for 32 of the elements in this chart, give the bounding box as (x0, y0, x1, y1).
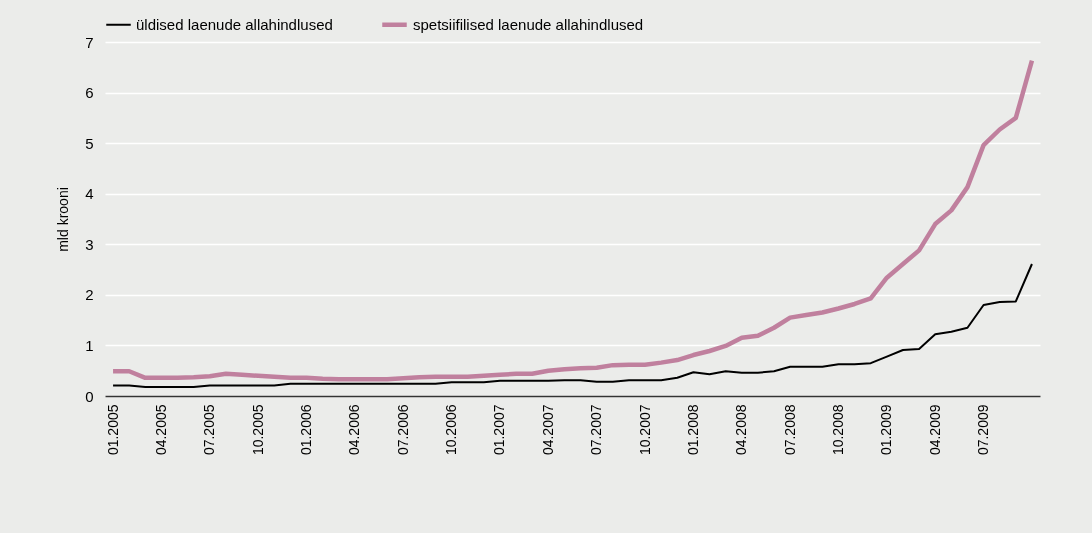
x-tick-label: 01.2005 (104, 404, 121, 456)
x-tick-label: 04.2005 (152, 404, 169, 456)
x-tick-label: 07.2007 (588, 404, 605, 456)
y-tick-label: 4 (85, 185, 94, 203)
x-tick-label: 10.2008 (829, 404, 846, 456)
y-tick-label: 1 (85, 336, 94, 354)
line-series (110, 58, 1035, 382)
x-tick-label: 10.2006 (443, 404, 460, 456)
x-tick-label: 07.2009 (975, 404, 992, 456)
x-tick-label: 01.2008 (684, 404, 701, 456)
y-tick-label: 0 (85, 387, 94, 405)
x-tick-label: 07.2008 (781, 404, 798, 456)
x-tick-label: 01.2009 (878, 404, 895, 456)
x-tick-label: 04.2006 (346, 404, 363, 456)
y-tick-label: 5 (85, 134, 94, 152)
x-tick-label: 04.2008 (733, 404, 750, 456)
x-tick-label: 01.2006 (298, 404, 315, 456)
x-tick-label: 04.2007 (539, 404, 556, 456)
line-series (112, 263, 1033, 388)
y-tick-label: 7 (85, 33, 94, 51)
x-tick-label: 01.2007 (491, 404, 508, 456)
y-axis-title: mld krooni (55, 187, 72, 252)
y-tick-label: 2 (85, 286, 94, 304)
legend-label: spetsiifilised laenude allahindlused (413, 15, 644, 33)
x-tick-label: 10.2005 (249, 404, 266, 456)
x-tick-label: 04.2009 (926, 404, 943, 456)
legend-label: üldised laenude allahindlused (136, 15, 333, 33)
x-tick-label: 10.2007 (636, 404, 653, 456)
x-tick-label: 07.2006 (394, 404, 411, 456)
y-tick-label: 6 (85, 84, 94, 102)
y-tick-label: 3 (85, 235, 94, 253)
x-tick-label: 07.2005 (201, 404, 218, 456)
